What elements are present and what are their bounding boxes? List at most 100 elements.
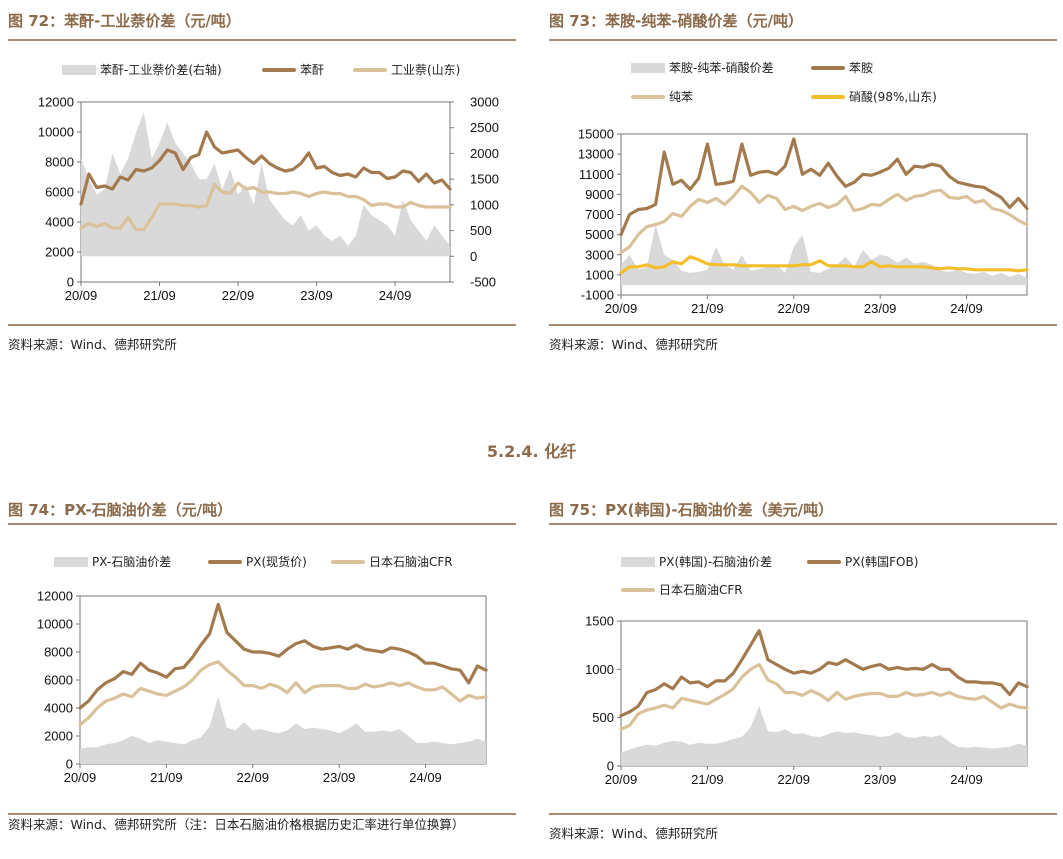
x-tick-label: 24/09	[379, 288, 412, 303]
y-tick-label: 11000	[579, 167, 614, 182]
source-note: 资料来源：Wind、德邦研究所（注：日本石脑油价格根据历史汇率进行单位换算）	[8, 817, 465, 832]
chart-73: -1000 1000 3000 5000 7000 9000 11000 13000 15000…	[578, 127, 1029, 316]
y-tick-label: 0	[66, 757, 73, 772]
panel-74: 图 74：PX-石脑油价差（元/吨） PX-石脑油价差 PX(现货价) 日本石脑…	[8, 497, 516, 857]
source-rule	[549, 813, 1057, 815]
title-rule	[8, 523, 516, 525]
x-tick-label: 20/09	[605, 301, 638, 316]
series-area	[81, 112, 450, 257]
chart-72: 0 2000 4000 6000 8000 10000 12000 -500 0 500 1000 1…	[38, 95, 499, 304]
panel-title: 图 75：PX(韩国)-石脑油价差（美元/吨）	[549, 501, 834, 519]
y-tick-label: 6000	[45, 185, 74, 200]
series-line	[79, 181, 452, 232]
y-right-tick-label: 2500	[470, 120, 499, 135]
x-tick-label: 23/09	[300, 288, 333, 303]
legend-swatch-area	[62, 64, 96, 75]
x-tick-label: 21/09	[150, 770, 183, 785]
series-line	[619, 255, 1029, 275]
x-tick-label: 23/09	[864, 301, 897, 316]
panel-title: 图 72：苯酐-工业萘价差（元/吨）	[8, 12, 241, 30]
y-right-tick-label: 1000	[470, 197, 499, 212]
legend-item-light: 日本石脑油CFR	[331, 553, 453, 570]
legend-swatch-area	[621, 556, 655, 567]
legend-item-dark: 苯酐	[262, 61, 324, 78]
legend-item-dark: 苯胺	[811, 59, 873, 76]
x-tick-label: 21/09	[143, 288, 176, 303]
legend-label: PX(韩国)-石脑油价差	[659, 555, 773, 569]
title-rule	[549, 39, 1057, 41]
chart-74: 0 2000 4000 6000 8000 10000 12000 20/09 21/09 22/…	[37, 589, 488, 785]
y-tick-label: 1000	[585, 267, 614, 282]
legend-label: 苯酐	[300, 63, 325, 77]
y-tick-label: 1500	[585, 614, 614, 629]
title-rule	[549, 523, 1057, 525]
series-line	[79, 130, 452, 206]
y-tick-label: 2000	[44, 729, 73, 744]
series-area	[621, 224, 1027, 285]
legend-swatch-line	[631, 94, 665, 99]
y-tick-label: 1000	[585, 662, 614, 677]
y-right-tick-label: 3000	[470, 95, 499, 110]
legend-label: 苯胺	[849, 61, 874, 75]
source-note: 资料来源：Wind、德邦研究所	[8, 337, 177, 352]
y-tick-label: 4000	[44, 701, 73, 716]
legend-label: 工业萘(山东)	[391, 63, 461, 77]
legend-label: 苯酐-工业萘价差(右轴)	[100, 63, 222, 77]
x-tick-label: 22/09	[777, 772, 810, 787]
legend-swatch-line	[331, 559, 365, 564]
source-rule	[8, 324, 516, 326]
series-line	[619, 662, 1029, 731]
source-rule	[549, 324, 1057, 326]
y-tick-label: 6000	[44, 673, 73, 688]
x-tick-label: 24/09	[950, 772, 983, 787]
x-tick-label: 24/09	[409, 770, 442, 785]
y-tick-label: 10000	[37, 617, 73, 632]
series-area	[80, 696, 486, 764]
y-tick-label: 8000	[45, 155, 74, 170]
legend-item-dark: PX(韩国FOB)	[807, 553, 918, 570]
legend-label: 日本石脑油CFR	[659, 583, 743, 597]
legend-label: PX-石脑油价差	[92, 555, 172, 569]
legend-swatch-area	[54, 556, 88, 567]
x-tick-label: 20/09	[64, 770, 97, 785]
legend-item-yellow: 硝酸(98%,山东)	[811, 88, 937, 105]
legend-swatch-line	[807, 559, 841, 564]
legend-item-spread: 苯胺-纯苯-硝酸价差	[631, 59, 774, 76]
x-tick-label: 22/09	[777, 301, 810, 316]
legend-item-spread: 苯酐-工业萘价差(右轴)	[62, 61, 222, 78]
series-line	[78, 602, 488, 710]
y-tick-label: 12000	[38, 95, 74, 110]
y-tick-label: 8000	[44, 645, 73, 660]
series-line	[619, 184, 1029, 255]
legend-item-light: 日本石脑油CFR	[621, 581, 743, 598]
y-tick-label: 13000	[578, 147, 614, 162]
legend-label: PX(韩国FOB)	[845, 555, 919, 569]
y-tick-label: 7000	[585, 207, 614, 222]
y-tick-label: 10000	[38, 125, 74, 140]
legend-swatch-line	[262, 67, 296, 72]
y-right-tick-label: -500	[470, 275, 496, 290]
legend-item-light: 工业萘(山东)	[353, 61, 460, 78]
y-tick-label: -1000	[581, 288, 614, 303]
y-right-tick-label: 0	[470, 249, 477, 264]
legend-swatch-line	[621, 587, 655, 592]
y-tick-label: 15000	[578, 127, 614, 142]
source-note: 资料来源：Wind、德邦研究所	[549, 337, 718, 352]
legend-item-dark: PX(现货价)	[208, 553, 307, 570]
x-tick-label: 20/09	[65, 288, 98, 303]
y-right-tick-label: 1500	[470, 172, 499, 187]
legend-swatch-line	[811, 65, 845, 70]
x-tick-label: 23/09	[864, 772, 897, 787]
legend-item-spread: PX-石脑油价差	[54, 553, 171, 570]
panel-title: 图 74：PX-石脑油价差（元/吨）	[8, 501, 233, 519]
y-tick-label: 2000	[45, 245, 74, 260]
series-line	[78, 660, 488, 727]
legend-item-spread: PX(韩国)-石脑油价差	[621, 553, 772, 570]
panel-75: 图 75：PX(韩国)-石脑油价差（美元/吨） PX(韩国)-石脑油价差 PX(…	[549, 497, 1057, 857]
legend-label: 纯苯	[669, 90, 694, 104]
y-tick-label: 9000	[585, 187, 614, 202]
y-tick-label: 12000	[37, 589, 73, 604]
panel-73: 图 73：苯胺-纯苯-硝酸价差（元/吨） 苯胺-纯苯-硝酸价差 苯胺 纯苯 硝酸…	[549, 8, 1057, 368]
y-right-tick-label: 500	[470, 223, 492, 238]
legend-label: 苯胺-纯苯-硝酸价差	[669, 61, 774, 75]
